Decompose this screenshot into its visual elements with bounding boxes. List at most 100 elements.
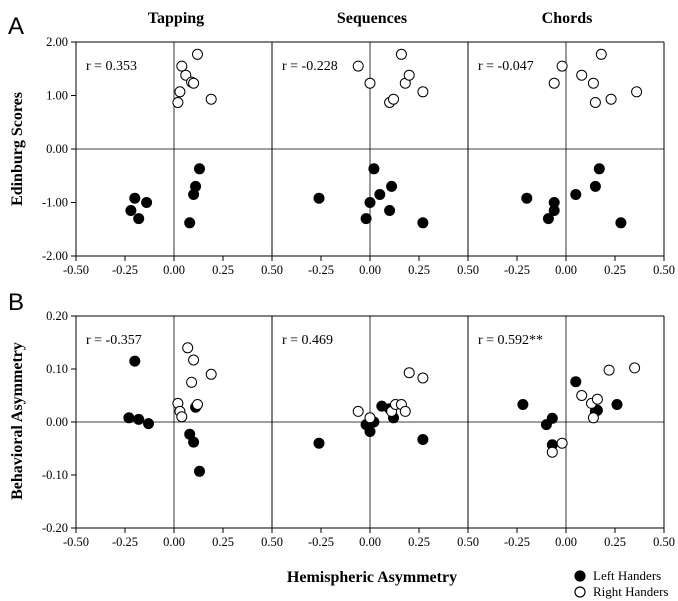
data-point-right-hander — [548, 77, 560, 89]
data-point-left-hander — [194, 163, 205, 175]
y-tick-label: -0.20 — [42, 521, 68, 535]
x-tick-label: -0.50 — [63, 263, 89, 277]
data-point-left-hander — [141, 197, 153, 208]
x-tick-label: 0.00 — [555, 263, 577, 277]
column-title-sequences: Sequences — [337, 10, 407, 27]
data-point-left-hander — [129, 355, 141, 367]
legend: Left Handers Right Handers — [574, 568, 668, 599]
x-tick-label: 0.50 — [261, 535, 283, 549]
panel-b-tapping: -0.50 -0.25 0.00 0.25 0.50 0.20 0.10 0.00 -0.10 -… — [42, 309, 283, 549]
data-point-right-hander — [576, 69, 588, 81]
series-right-handers — [352, 48, 429, 108]
data-point-right-hander — [205, 368, 217, 380]
data-point-right-hander — [546, 446, 558, 458]
data-point-left-hander — [123, 412, 135, 424]
data-point-left-hander — [570, 189, 582, 200]
panel-a-sequences: -0.25 0.00 0.25 0.50 r = -0.228 — [271, 41, 479, 277]
correlation-label: r = 0.592** — [478, 333, 543, 348]
data-point-left-hander — [368, 163, 380, 175]
data-point-left-hander — [384, 205, 396, 216]
x-tick-label: -0.25 — [504, 535, 530, 549]
panel-b-chords: -0.25 0.00 0.25 0.50 r = 0.592** — [467, 315, 675, 549]
axes-text: A B Tapping Sequences Chords Edinburg Sc… — [8, 10, 592, 586]
column-title-tapping: Tapping — [148, 10, 204, 27]
series-right-handers — [546, 362, 641, 458]
data-point-right-hander — [587, 77, 599, 89]
data-point-left-hander — [517, 399, 529, 410]
panel-b-sequences: -0.25 0.00 0.25 0.50 r = 0.469 — [271, 315, 479, 549]
x-tick-label: 0.50 — [457, 263, 479, 277]
data-point-left-hander — [546, 412, 558, 424]
data-point-right-hander — [556, 60, 568, 72]
data-point-left-hander — [542, 213, 554, 225]
x-tick-label: -0.50 — [63, 535, 89, 549]
data-point-right-hander — [399, 405, 411, 417]
data-point-right-hander — [176, 60, 188, 72]
data-point-right-hander — [172, 97, 184, 108]
data-point-right-hander — [186, 376, 198, 388]
data-point-right-hander — [352, 60, 364, 72]
series-left-handers — [123, 355, 205, 477]
y-tick-label: 0.20 — [46, 309, 68, 323]
panel-letter-a: A — [8, 13, 24, 40]
x-tick-label: -0.25 — [308, 535, 334, 549]
data-point-left-hander — [133, 413, 145, 425]
data-point-right-hander — [403, 367, 415, 379]
data-point-left-hander — [143, 418, 154, 430]
y-tick-label: 2.00 — [46, 35, 68, 49]
data-point-left-hander — [570, 376, 582, 388]
y-tick-label: 0.00 — [46, 142, 68, 156]
data-point-right-hander — [629, 362, 641, 374]
data-point-left-hander — [313, 437, 325, 449]
x-tick-label: 0.25 — [212, 263, 234, 277]
data-point-left-hander — [548, 205, 560, 216]
data-point-right-hander — [176, 411, 188, 423]
x-tick-label: 0.00 — [163, 535, 185, 549]
x-tick-label: 0.50 — [261, 263, 283, 277]
x-tick-label: 0.25 — [604, 263, 626, 277]
data-point-right-hander — [192, 399, 203, 410]
data-point-left-hander — [188, 436, 200, 448]
data-point-right-hander — [589, 97, 601, 108]
series-left-handers — [521, 163, 627, 229]
y-tick-label: 0.00 — [46, 415, 68, 429]
x-axis-label: Hemispheric Asymmetry — [287, 569, 457, 586]
data-point-left-hander — [386, 180, 398, 192]
data-point-left-hander — [611, 399, 623, 410]
y-axis-label-behavioral: Behavioral Asymmetry — [9, 342, 26, 500]
y-tick-label: -0.10 — [42, 468, 68, 482]
y-axis-label-edinburg: Edinburg Scores — [9, 92, 26, 206]
correlation-label: r = 0.469 — [282, 333, 333, 348]
y-tick-label: -1.00 — [42, 196, 68, 210]
y-tick-label: -2.00 — [42, 249, 68, 263]
data-point-right-hander — [576, 390, 588, 401]
data-point-right-hander — [205, 93, 217, 105]
data-point-left-hander — [194, 465, 205, 477]
data-point-right-hander — [364, 77, 376, 89]
data-point-right-hander — [388, 93, 399, 105]
x-tick-label: 0.50 — [653, 535, 675, 549]
x-tick-label: 0.00 — [359, 263, 381, 277]
legend-marker-right-handers — [574, 586, 586, 598]
data-point-right-hander — [352, 405, 364, 417]
panel-letter-b: B — [8, 289, 24, 316]
x-tick-label: 0.00 — [359, 535, 381, 549]
data-point-left-hander — [190, 180, 202, 192]
series-left-handers — [517, 376, 623, 451]
data-point-left-hander — [184, 217, 196, 229]
scatter-panels: -0.50 -0.25 0.00 0.25 0.50 2.00 1.00 0.00 -1.00 -… — [42, 35, 675, 549]
data-point-left-hander — [125, 205, 137, 216]
x-tick-label: 0.25 — [408, 535, 430, 549]
data-point-right-hander — [174, 86, 186, 98]
series-left-handers — [313, 400, 429, 449]
data-point-right-hander — [587, 412, 599, 424]
y-tick-label: 1.00 — [46, 89, 68, 103]
x-tick-label: 0.25 — [604, 535, 626, 549]
series-left-handers — [125, 163, 205, 229]
series-left-handers — [313, 163, 429, 229]
data-point-left-hander — [521, 192, 533, 204]
x-tick-label: -0.25 — [504, 263, 530, 277]
x-tick-label: 0.00 — [163, 263, 185, 277]
data-point-right-hander — [395, 48, 407, 60]
